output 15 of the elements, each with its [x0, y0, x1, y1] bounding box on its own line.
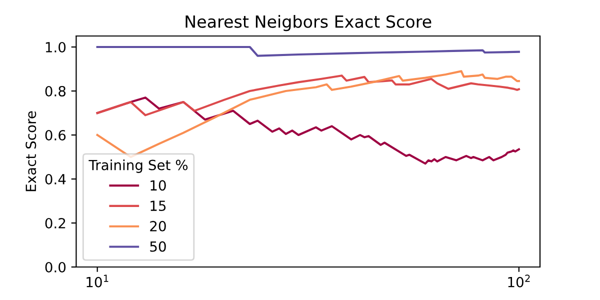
y-tick-label: 0.8 — [45, 86, 66, 96]
legend-label: 15 — [150, 200, 166, 212]
legend-label: 20 — [150, 220, 166, 232]
y-tick-label: 0.2 — [45, 218, 66, 228]
y-tick-label: 1.0 — [46, 42, 66, 52]
chart-title: Nearest Neigbors Exact Score — [186, 15, 432, 32]
y-tick-label: 0.6 — [45, 130, 66, 140]
legend-label: 10 — [150, 180, 166, 191]
x-tick-label: 10$^{2}$ — [508, 274, 530, 288]
y-tick-label: 0.4 — [45, 174, 66, 184]
x-tick-label: 10$^{1}$ — [86, 274, 108, 288]
y-axis-title: Exact Score — [26, 111, 36, 192]
y-tick-label: 0.0 — [45, 262, 66, 272]
legend-label: 50 — [150, 241, 166, 252]
legend-title: Training Set % — [88, 160, 188, 173]
